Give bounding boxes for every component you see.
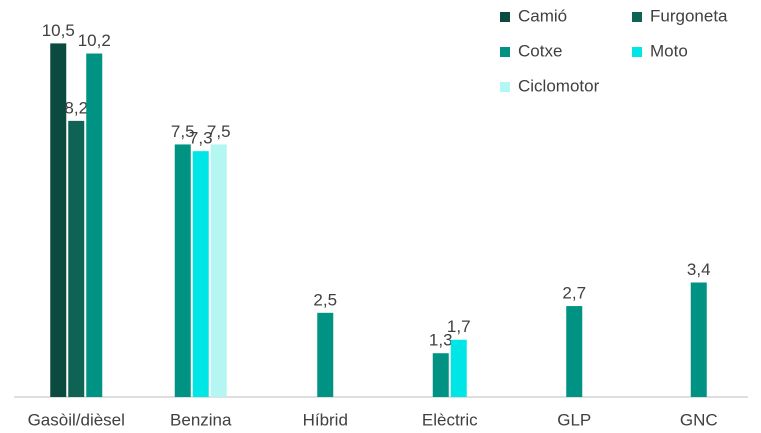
legend-swatch (632, 12, 642, 22)
x-tick-label: Gasòil/dièsel (28, 410, 125, 429)
data-label: 10,2 (78, 31, 111, 50)
data-label: 10,5 (42, 21, 75, 40)
data-label: 1,3 (429, 331, 453, 350)
x-tick-label: Elèctric (422, 410, 478, 429)
bar (174, 144, 191, 397)
x-tick-label: GNC (680, 410, 718, 429)
bar (566, 306, 583, 397)
data-label: 7,3 (189, 129, 213, 148)
data-label: 8,2 (64, 98, 88, 117)
data-label: 2,5 (313, 290, 337, 309)
bar (317, 312, 334, 397)
legend-swatch (500, 82, 510, 92)
legend-label: Ciclomotor (518, 76, 600, 95)
x-tick-label: Benzina (170, 410, 232, 429)
bar (690, 282, 707, 397)
bar (86, 53, 103, 398)
bar (192, 151, 209, 397)
legend-swatch (500, 12, 510, 22)
legend-label: Camió (518, 6, 567, 25)
bar (68, 120, 85, 397)
data-label: 2,7 (562, 284, 586, 303)
x-tick-label: GLP (557, 410, 591, 429)
legend-label: Moto (650, 41, 688, 60)
legend-swatch (632, 47, 642, 57)
legend-label: Cotxe (518, 41, 562, 60)
legend-label: Furgoneta (650, 6, 728, 25)
data-label: 7,5 (171, 122, 195, 141)
bar (450, 339, 467, 397)
legend-swatch (500, 47, 510, 57)
data-label: 7,5 (207, 122, 231, 141)
data-label: 1,7 (447, 317, 471, 336)
bar (432, 353, 449, 397)
data-label: 3,4 (687, 260, 711, 279)
bar (50, 43, 67, 398)
x-tick-label: Híbrid (303, 410, 348, 429)
bar (210, 144, 227, 397)
